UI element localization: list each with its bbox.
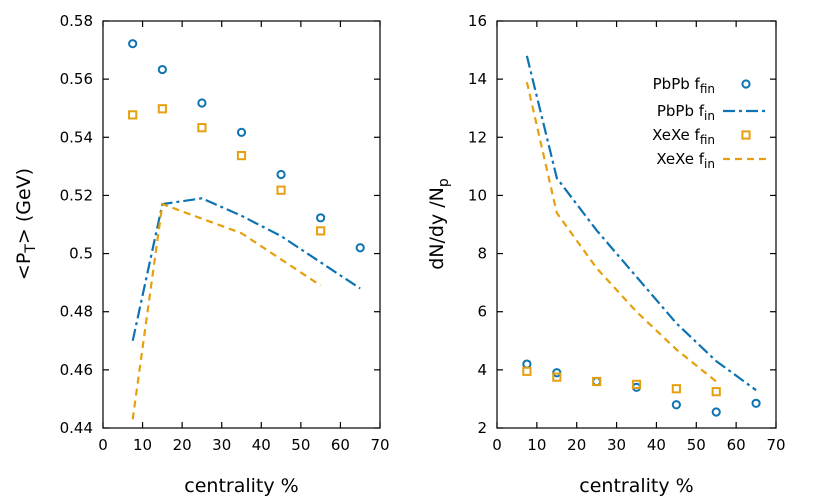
plot-frame — [102, 20, 381, 429]
data-point-pbpb-f-fin — [157, 64, 167, 75]
y-tick-label: 0.56 — [60, 70, 93, 88]
x-tick-label: 40 — [252, 436, 271, 454]
legend-label: XeXe fin — [656, 150, 715, 171]
x-tick-label: 30 — [607, 436, 626, 454]
legend-label-main: PbPb f — [653, 75, 701, 93]
plot-frame — [496, 20, 777, 429]
data-point-xexe-f-fin — [522, 366, 532, 376]
data-point-pbpb-f-fin — [128, 39, 138, 49]
data-point-pbpb-f-fin — [316, 213, 326, 223]
x-tick-label: 10 — [133, 436, 152, 454]
y-tick-label: 16 — [468, 12, 487, 30]
x-tick-label: 50 — [687, 436, 706, 454]
y-tick-label: 8 — [477, 245, 487, 263]
data-point-pbpb-f-fin — [355, 243, 365, 253]
y-tick-label: 10 — [468, 186, 487, 204]
y-tick-label: 0.44 — [60, 419, 93, 437]
x-tick-label: 30 — [212, 436, 231, 454]
legend-label-sub: fin — [700, 82, 715, 96]
series-line-xexe-f-in — [525, 81, 717, 383]
left-panel-mean-pt: 0 10 20 30 40 50 60 70 0.44 0.46 0.48 0.5 0.52 0.54 0.… — [13, 12, 390, 497]
x-tick-label: 60 — [331, 436, 350, 454]
y-tick-label: 0.52 — [60, 186, 93, 204]
x-axis-title: centrality % — [579, 475, 693, 497]
data-point-pbpb-f-fin — [236, 127, 247, 137]
y-tick-label: 0.48 — [60, 303, 93, 321]
series-line-xexe-f-in — [131, 202, 322, 420]
y-tick-label: 0.46 — [60, 361, 93, 379]
data-point-xexe-f-fin — [157, 104, 167, 114]
x-tick-label: 20 — [567, 436, 586, 454]
legend-label-sub: in — [704, 109, 715, 123]
series-line-pbpb-f-in — [131, 197, 361, 342]
y-tick-label: 2 — [477, 419, 487, 437]
legend-label-sub: fin — [700, 133, 715, 147]
data-point-xexe-f-fin — [592, 376, 602, 387]
y-tick-label: 0.5 — [69, 245, 93, 263]
data-point-xexe-f-fin — [671, 384, 681, 394]
series-line-pbpb-f-in — [525, 55, 757, 392]
data-point-pbpb-f-fin — [711, 407, 721, 417]
legend-entry: PbPb fin — [657, 102, 769, 123]
y-axis-title-main: <P — [13, 253, 35, 280]
data-point-xexe-f-fin — [276, 185, 286, 195]
data-point-xexe-f-fin — [552, 372, 562, 382]
x-tick-label: 70 — [766, 436, 785, 454]
legend-label: XeXe ffin — [652, 126, 715, 147]
legend-label: PbPb fin — [657, 102, 715, 123]
data-point-pbpb-f-fin — [522, 359, 532, 369]
legend-label-main: XeXe f — [656, 150, 704, 168]
y-axis-title: <PT> (GeV) — [13, 168, 39, 280]
right-panel-multiplicity: 0 10 20 30 40 50 60 70 2 4 6 8 10 12 14 16 centrality % d… — [426, 12, 786, 497]
legend-marker-square — [741, 130, 751, 140]
x-axis-title: centrality % — [184, 475, 298, 497]
y-axis-title: dN/dy /Np — [426, 178, 452, 270]
y-tick-label: 4 — [477, 361, 487, 379]
data-point-xexe-f-fin — [128, 110, 138, 120]
y-tick-label: 12 — [468, 128, 487, 146]
data-point-pbpb-f-fin — [671, 400, 681, 410]
y-axis-title-sub: p — [436, 178, 452, 187]
y-tick-label: 14 — [468, 70, 487, 88]
legend-label: PbPb ffin — [653, 75, 715, 96]
y-axis-title-tail: > (GeV) — [13, 168, 35, 244]
y-axis-title-main: dN/dy /N — [426, 187, 448, 270]
legend-label-sub: in — [704, 157, 715, 171]
legend-marker-circle — [741, 79, 751, 89]
legend-label-main: XeXe f — [652, 126, 700, 144]
x-tick-label: 0 — [98, 436, 108, 454]
legend-entry: XeXe fin — [656, 150, 769, 171]
legend-entry: XeXe ffin — [652, 126, 751, 147]
x-tick-label: 20 — [173, 436, 192, 454]
x-tick-label: 40 — [647, 436, 666, 454]
data-point-pbpb-f-fin — [751, 398, 761, 408]
data-point-xexe-f-fin — [711, 387, 721, 397]
x-tick-label: 10 — [527, 436, 546, 454]
x-tick-label: 0 — [492, 436, 502, 454]
x-tick-label: 70 — [370, 436, 389, 454]
y-tick-label: 0.58 — [60, 12, 93, 30]
data-point-xexe-f-fin — [197, 123, 207, 133]
data-point-xexe-f-fin — [316, 226, 326, 236]
y-axis-title-sub: T — [23, 244, 39, 254]
data-point-pbpb-f-fin — [197, 98, 207, 108]
data-point-xexe-f-fin — [236, 151, 247, 161]
data-point-xexe-f-fin — [631, 379, 642, 389]
x-tick-label: 60 — [727, 436, 746, 454]
y-tick-label: 6 — [477, 303, 487, 321]
data-point-pbpb-f-fin — [276, 169, 286, 180]
legend-label-main: PbPb f — [657, 102, 705, 120]
data-point-pbpb-f-fin — [592, 376, 602, 387]
y-tick-label: 0.54 — [60, 128, 93, 146]
x-tick-label: 50 — [291, 436, 310, 454]
legend-entry: PbPb ffin — [653, 75, 751, 96]
